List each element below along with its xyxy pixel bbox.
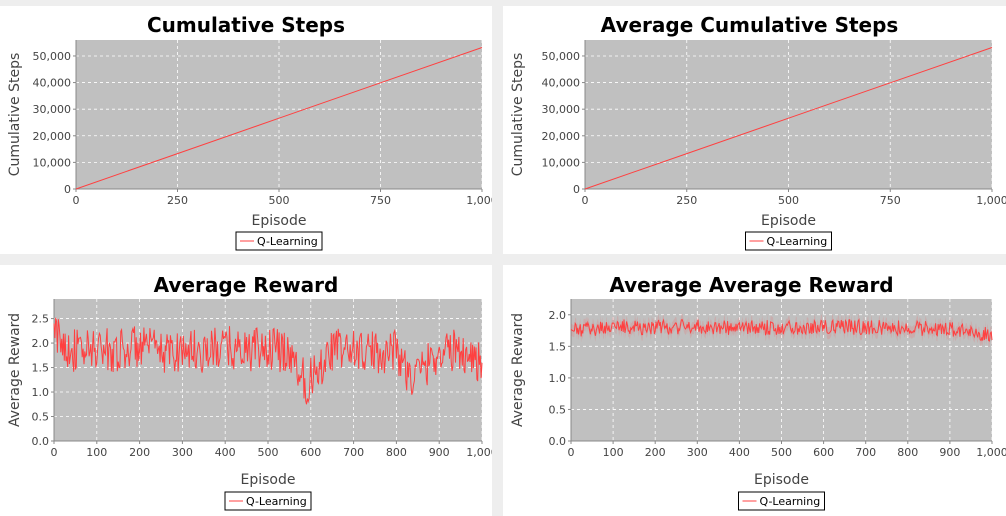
y-tick-label: 30,000 (542, 103, 581, 116)
x-tick-label: 1,000 (976, 194, 1006, 207)
x-tick-label: 1,000 (976, 446, 1006, 459)
x-tick-label: 0 (582, 194, 589, 207)
x-tick-label: 0 (568, 446, 575, 459)
x-tick-label: 500 (771, 446, 792, 459)
y-axis-label: Average Reward (510, 313, 526, 427)
x-tick-label: 700 (855, 446, 876, 459)
y-tick-label: 1.5 (549, 340, 567, 353)
chart-title: Average Average Reward (609, 273, 893, 297)
y-tick-label: 2.0 (32, 337, 50, 350)
y-tick-label: 2.5 (32, 313, 50, 326)
series-line-q-learning (570, 318, 993, 342)
legend-label: Q-Learning (767, 235, 828, 248)
x-tick-label: 600 (300, 446, 321, 459)
y-axis-label: Cumulative Steps (7, 53, 23, 177)
x-tick-label: 100 (86, 446, 107, 459)
chart-panel-average-cumulative-steps: Average Cumulative Steps 0 250 500 750 1,000 0… (503, 6, 1006, 254)
y-tick-label: 0.5 (549, 403, 567, 416)
y-tick-label: 0.0 (32, 435, 50, 448)
y-tick-label: 50,000 (542, 50, 581, 63)
legend-label: Q-Learning (257, 235, 318, 248)
x-tick-label: 900 (429, 446, 450, 459)
x-tick-label: 200 (645, 446, 666, 459)
y-tick-label: 0 (64, 183, 71, 196)
legend-box (738, 491, 825, 511)
y-tick-label: 50,000 (33, 50, 72, 63)
x-tick-label: 200 (129, 446, 150, 459)
y-tick-label: 2.0 (549, 309, 567, 322)
x-tick-label: 900 (939, 446, 960, 459)
y-tick-label: 40,000 (33, 77, 72, 90)
x-tick-label: 0 (73, 194, 80, 207)
y-tick-label: 20,000 (542, 130, 581, 143)
y-tick-label: 40,000 (542, 77, 581, 90)
legend-box (224, 491, 312, 511)
chart-title: Cumulative Steps (147, 13, 345, 37)
x-tick-label: 500 (269, 194, 290, 207)
x-tick-label: 500 (778, 194, 799, 207)
series-line-q-learning (584, 47, 993, 190)
x-tick-label: 0 (51, 446, 58, 459)
x-tick-label: 400 (215, 446, 236, 459)
x-tick-label: 800 (386, 446, 407, 459)
x-axis-label: Episode (754, 472, 809, 488)
chart-title: Average Cumulative Steps (601, 13, 899, 37)
x-tick-label: 100 (603, 446, 624, 459)
legend-box (235, 231, 323, 251)
x-tick-label: 1,000 (466, 446, 492, 459)
y-tick-label: 1.0 (32, 386, 50, 399)
y-tick-label: 0 (573, 183, 580, 196)
y-tick-label: 10,000 (33, 156, 72, 169)
series-line-q-learning (75, 47, 483, 190)
x-tick-label: 500 (258, 446, 279, 459)
x-axis-label: Episode (241, 472, 296, 488)
series-line-q-learning (53, 317, 483, 405)
x-tick-label: 1,000 (466, 194, 492, 207)
x-tick-label: 700 (343, 446, 364, 459)
y-tick-label: 0.5 (32, 411, 50, 424)
chart-svg-cumulative-steps: Cumulative Steps 0 250 500 750 1,000 0 10,000 20… (7, 13, 492, 251)
y-axis-label: Cumulative Steps (510, 53, 526, 177)
chart-panel-average-reward: Average Reward 0 100 200 300 400 500 600 700 800 9… (0, 265, 492, 516)
x-tick-label: 600 (813, 446, 834, 459)
chart-title: Average Reward (154, 273, 339, 297)
x-tick-label: 400 (729, 446, 750, 459)
y-tick-label: 1.5 (32, 362, 50, 375)
chart-panel-average-average-reward: Average Average Reward 0 100 200 300 400 500 60… (503, 265, 1006, 516)
chart-svg-average-cumulative-steps: Average Cumulative Steps 0 250 500 750 1,000 0… (510, 13, 1006, 251)
chart-svg-average-reward: Average Reward 0 100 200 300 400 500 600 700 800 9… (7, 273, 492, 511)
x-tick-label: 300 (687, 446, 708, 459)
x-tick-label: 750 (370, 194, 391, 207)
x-axis-label: Episode (761, 213, 816, 229)
x-tick-label: 750 (880, 194, 901, 207)
y-tick-label: 30,000 (33, 103, 72, 116)
chart-panel-cumulative-steps: Cumulative Steps 0 250 500 750 1,000 0 10,000 20… (0, 6, 492, 254)
chart-svg-average-average-reward: Average Average Reward 0 100 200 300 400 500 60… (510, 273, 1006, 511)
y-tick-label: 10,000 (542, 156, 581, 169)
x-tick-label: 800 (897, 446, 918, 459)
plot-area (571, 299, 992, 441)
y-axis-label: Average Reward (7, 313, 23, 427)
y-tick-label: 20,000 (33, 130, 72, 143)
x-tick-label: 300 (172, 446, 193, 459)
x-axis-label: Episode (252, 213, 307, 229)
x-tick-label: 250 (167, 194, 188, 207)
x-tick-label: 250 (676, 194, 697, 207)
y-tick-label: 0.0 (549, 435, 567, 448)
legend-label: Q-Learning (246, 495, 307, 508)
legend-label: Q-Learning (760, 495, 821, 508)
y-tick-label: 1.0 (549, 372, 567, 385)
legend-box (745, 231, 832, 251)
